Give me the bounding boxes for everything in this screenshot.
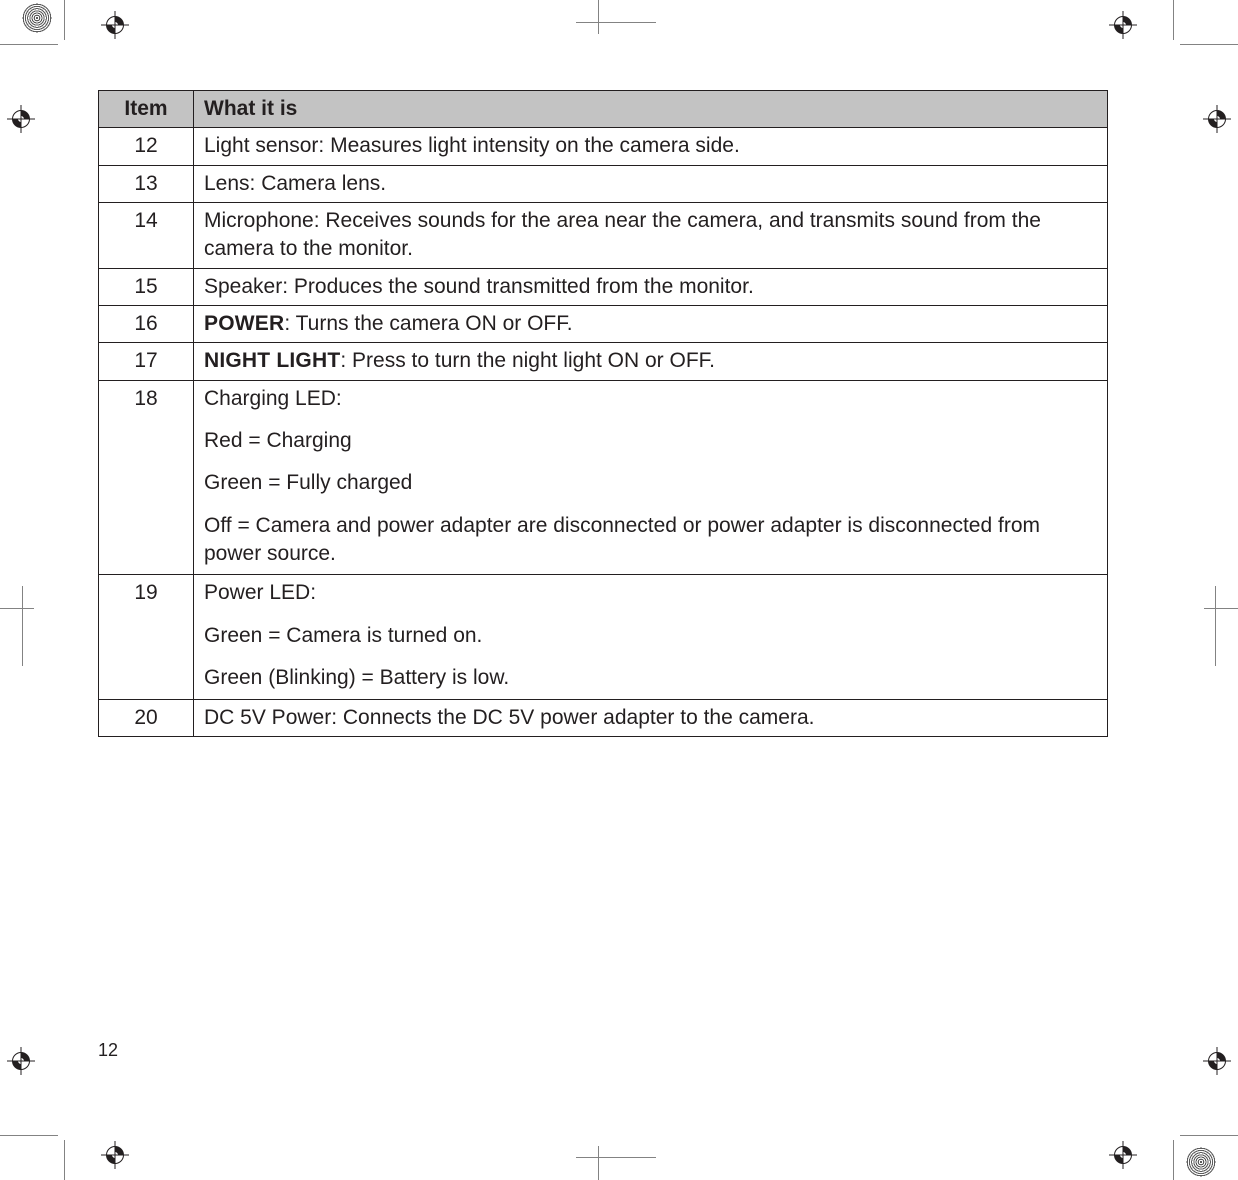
bold-label: NIGHT LIGHT <box>204 349 340 372</box>
crop-mark <box>1215 586 1216 666</box>
table-row: 16 POWER: Turns the camera ON or OFF. <box>99 306 1108 343</box>
registration-mark <box>106 16 124 34</box>
desc-line: Green = Fully charged <box>204 469 1097 497</box>
registration-mark <box>12 1052 30 1070</box>
item-desc: NIGHT LIGHT: Press to turn the night lig… <box>194 343 1108 380</box>
document-page: Item What it is 12 Light sensor: Measure… <box>98 90 1108 737</box>
col-header-item: Item <box>99 91 194 128</box>
spiral-corner-br <box>1186 1147 1216 1177</box>
item-number: 19 <box>99 575 194 699</box>
table-row: 17 NIGHT LIGHT: Press to turn the night … <box>99 343 1108 380</box>
table-row: 19 Power LED: Green = Camera is turned o… <box>99 575 1108 699</box>
item-desc: Lens: Camera lens. <box>194 165 1108 202</box>
table-header-row: Item What it is <box>99 91 1108 128</box>
registration-mark <box>12 110 30 128</box>
desc-text: : Turns the camera ON or OFF. <box>284 312 572 335</box>
crop-mark <box>576 22 656 23</box>
desc-line: Off = Camera and power adapter are disco… <box>204 512 1097 569</box>
table-row: 15 Speaker: Produces the sound transmitt… <box>99 268 1108 305</box>
desc-line: Green = Camera is turned on. <box>204 622 1097 650</box>
page-number: 12 <box>98 1040 118 1061</box>
item-desc: Microphone: Receives sounds for the area… <box>194 203 1108 269</box>
bold-label: POWER <box>204 312 284 335</box>
crop-mark <box>598 0 599 34</box>
crop-mark <box>1180 44 1238 45</box>
registration-mark <box>1208 1052 1226 1070</box>
item-number: 16 <box>99 306 194 343</box>
crop-mark <box>0 44 58 45</box>
crop-mark <box>0 608 34 609</box>
items-table: Item What it is 12 Light sensor: Measure… <box>98 90 1108 737</box>
item-desc: Light sensor: Measures light intensity o… <box>194 128 1108 165</box>
item-desc: DC 5V Power: Connects the DC 5V power ad… <box>194 699 1108 736</box>
crop-mark <box>598 1146 599 1180</box>
crop-mark <box>1173 0 1174 40</box>
crop-mark <box>64 1140 65 1180</box>
desc-line: Charging LED: <box>204 385 1097 413</box>
table-row: 18 Charging LED: Red = Charging Green = … <box>99 380 1108 575</box>
table-row: 20 DC 5V Power: Connects the DC 5V power… <box>99 699 1108 736</box>
item-number: 17 <box>99 343 194 380</box>
item-desc: Power LED: Green = Camera is turned on. … <box>194 575 1108 699</box>
item-desc: POWER: Turns the camera ON or OFF. <box>194 306 1108 343</box>
desc-line: Green (Blinking) = Battery is low. <box>204 664 1097 692</box>
item-number: 15 <box>99 268 194 305</box>
crop-mark <box>1180 1135 1238 1136</box>
crop-mark <box>22 586 23 666</box>
desc-line: Red = Charging <box>204 427 1097 455</box>
desc-text: : Press to turn the night light ON or OF… <box>340 349 715 372</box>
crop-mark <box>1173 1140 1174 1180</box>
col-header-desc: What it is <box>194 91 1108 128</box>
item-desc: Charging LED: Red = Charging Green = Ful… <box>194 380 1108 575</box>
crop-mark <box>64 0 65 40</box>
table-row: 13 Lens: Camera lens. <box>99 165 1108 202</box>
item-desc: Speaker: Produces the sound transmitted … <box>194 268 1108 305</box>
registration-mark <box>1114 16 1132 34</box>
item-number: 12 <box>99 128 194 165</box>
table-row: 14 Microphone: Receives sounds for the a… <box>99 203 1108 269</box>
registration-mark <box>1208 110 1226 128</box>
crop-mark <box>576 1157 656 1158</box>
item-number: 13 <box>99 165 194 202</box>
item-number: 20 <box>99 699 194 736</box>
item-number: 18 <box>99 380 194 575</box>
registration-mark <box>1114 1146 1132 1164</box>
table-row: 12 Light sensor: Measures light intensit… <box>99 128 1108 165</box>
crop-mark <box>0 1135 58 1136</box>
item-number: 14 <box>99 203 194 269</box>
registration-mark <box>106 1146 124 1164</box>
spiral-corner-tl <box>22 3 52 33</box>
desc-line: Power LED: <box>204 579 1097 607</box>
crop-mark <box>1204 608 1238 609</box>
